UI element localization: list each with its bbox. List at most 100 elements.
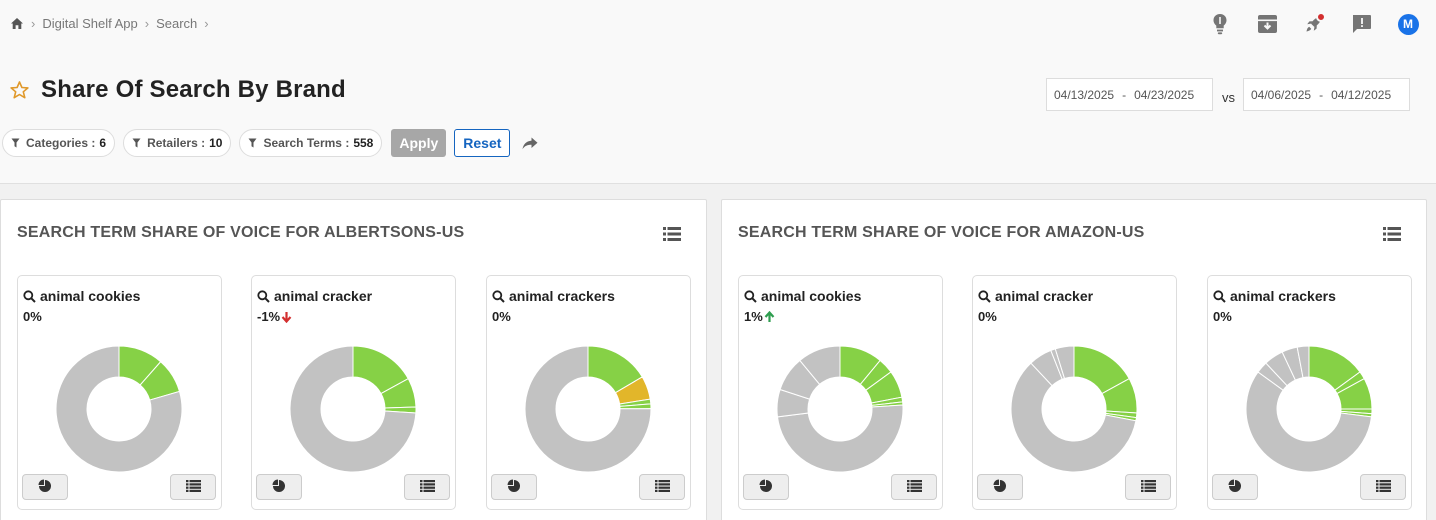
feedback-icon[interactable] [1349, 12, 1373, 36]
share-change: 0% [978, 309, 997, 324]
search-term-label: animal cookies [23, 288, 140, 304]
compare-start-date: 04/06/2025 [1251, 87, 1312, 102]
list-icon [1375, 479, 1391, 495]
search-term-card: animal crackers 0% [486, 275, 691, 510]
share-donut-chart [55, 345, 183, 473]
donut-slice[interactable] [289, 345, 417, 473]
filter-chip-retailers[interactable]: Retailers : 10 [123, 129, 232, 157]
share-icon[interactable] [522, 137, 538, 150]
panel-title: SEARCH TERM SHARE OF VOICE FOR AMAZON-US [738, 224, 1145, 241]
lightbulb-icon[interactable] [1208, 12, 1232, 36]
compare-date-range-picker[interactable]: 04/06/2025 - 04/12/2025 [1243, 78, 1410, 111]
list-view-button[interactable] [891, 474, 937, 500]
share-change-value: 0% [23, 309, 42, 324]
search-term-label: animal cracker [978, 288, 1093, 304]
search-icon [257, 289, 270, 303]
home-icon[interactable] [10, 17, 24, 30]
pie-chart-icon [507, 479, 521, 496]
current-date-range-picker[interactable]: 04/13/2025 - 04/23/2025 [1046, 78, 1213, 111]
list-icon [906, 479, 922, 495]
list-icon [185, 479, 201, 495]
pie-chart-icon [272, 479, 286, 496]
search-term-label: animal cookies [744, 288, 861, 304]
rocket-icon[interactable] [1302, 12, 1326, 36]
share-donut-chart [524, 345, 652, 473]
pie-chart-view-button[interactable] [491, 474, 537, 500]
filter-count: 558 [353, 136, 374, 150]
list-view-button[interactable] [639, 474, 685, 500]
filter-count: 6 [99, 136, 107, 150]
search-icon [744, 289, 757, 303]
apply-button[interactable]: Apply [391, 129, 447, 157]
pie-chart-icon [993, 479, 1007, 496]
donut-slice[interactable] [799, 345, 841, 386]
share-change-value: 0% [492, 309, 511, 324]
search-icon [23, 289, 36, 303]
filter-bar: Categories : 6 Retailers : 10 Search Ter… [2, 129, 538, 157]
search-term-text: animal cookies [40, 288, 141, 304]
donut-slice[interactable] [776, 404, 904, 473]
filter-icon [248, 138, 257, 148]
search-term-card: animal cookies 0% [17, 275, 222, 510]
top-icon-bar: M [1185, 12, 1420, 36]
donut-slice[interactable] [524, 345, 652, 473]
arrow-up-icon [764, 310, 775, 323]
donut-slice[interactable] [1245, 371, 1373, 473]
share-donut-chart [776, 345, 904, 473]
breadcrumb: › Digital Shelf App › Search › [10, 16, 216, 31]
date-range-selector: 04/13/2025 - 04/23/2025 vs 04/06/2025 - … [1046, 78, 1410, 111]
notification-badge [1316, 12, 1326, 22]
list-view-icon[interactable] [663, 227, 681, 246]
arrow-down-icon [281, 311, 292, 323]
page-title: Share Of Search By Brand [41, 76, 346, 103]
star-icon[interactable] [10, 81, 29, 99]
filter-icon [132, 138, 141, 148]
list-view-button[interactable] [170, 474, 216, 500]
share-change: 1% [744, 309, 775, 324]
retailer-panel-amazon: SEARCH TERM SHARE OF VOICE FOR AMAZON-US… [721, 199, 1427, 520]
chevron-right-icon: › [204, 16, 209, 31]
retailer-panel-albertsons: SEARCH TERM SHARE OF VOICE FOR ALBERTSON… [0, 199, 707, 520]
chevron-right-icon: › [31, 16, 36, 31]
title-row: Share Of Search By Brand [10, 76, 346, 104]
reset-button[interactable]: Reset [454, 129, 511, 157]
list-view-button[interactable] [1360, 474, 1406, 500]
list-view-button[interactable] [404, 474, 450, 500]
current-end-date: 04/23/2025 [1134, 87, 1195, 102]
list-icon [1140, 479, 1156, 495]
donut-slice[interactable] [1054, 345, 1075, 380]
pie-chart-view-button[interactable] [256, 474, 302, 500]
archive-icon[interactable] [1255, 12, 1279, 36]
search-icon [492, 289, 505, 303]
search-term-label: animal cracker [257, 288, 372, 304]
search-term-card: animal crackers 0% [1207, 275, 1412, 510]
search-term-text: animal cracker [274, 288, 373, 304]
filter-icon [11, 138, 20, 148]
pie-chart-view-button[interactable] [1212, 474, 1258, 500]
donut-slice[interactable] [1296, 345, 1310, 379]
filter-chip-categories[interactable]: Categories : 6 [2, 129, 116, 157]
pie-chart-icon [759, 479, 773, 496]
donut-slice[interactable] [55, 345, 183, 473]
chevron-right-icon: › [144, 16, 150, 31]
donut-slice[interactable] [1010, 362, 1137, 473]
filter-chip-search-terms[interactable]: Search Terms : 558 [239, 129, 383, 157]
pie-chart-view-button[interactable] [977, 474, 1023, 500]
breadcrumb-item-search[interactable]: Search [156, 16, 198, 31]
search-term-label: animal crackers [1213, 288, 1336, 304]
share-change: 0% [1213, 309, 1232, 324]
share-change-value: 0% [1213, 309, 1232, 324]
list-view-button[interactable] [1125, 474, 1171, 500]
search-term-card: animal cookies 1% [738, 275, 943, 510]
pie-chart-view-button[interactable] [22, 474, 68, 500]
search-term-text: animal crackers [509, 288, 615, 304]
list-view-icon[interactable] [1383, 227, 1401, 246]
search-term-text: animal crackers [1230, 288, 1336, 304]
panel-title: SEARCH TERM SHARE OF VOICE FOR ALBERTSON… [17, 224, 465, 241]
pie-chart-view-button[interactable] [743, 474, 789, 500]
share-donut-chart [1245, 345, 1373, 473]
breadcrumb-item-digital-shelf-app[interactable]: Digital Shelf App [42, 16, 138, 31]
current-start-date: 04/13/2025 [1054, 87, 1115, 102]
user-avatar[interactable]: M [1396, 12, 1420, 36]
search-term-text: animal cracker [995, 288, 1094, 304]
